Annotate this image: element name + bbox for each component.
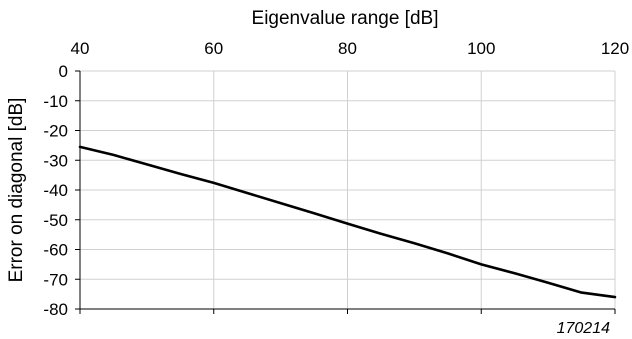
- y-tick-label: -50: [43, 211, 68, 230]
- grid-lines: [80, 70, 616, 309]
- tick-labels: 0 -10 -20 -30 -40 -50 -60 -70 -80 40 60 80 100 120: [43, 39, 629, 319]
- series-line: [78, 145, 617, 299]
- x-tick-label: 120: [601, 39, 629, 58]
- y-axis-title: Error on diagonal [dB]: [6, 98, 27, 283]
- y-tick-label: -80: [43, 300, 68, 319]
- y-tick-label: -30: [43, 151, 68, 170]
- x-tick-label: 100: [467, 39, 495, 58]
- y-tick-label: -20: [43, 122, 68, 141]
- x-axis-title: Eigenvalue range [dB]: [252, 8, 439, 29]
- y-tick-label: -60: [43, 241, 68, 260]
- data-series: [78, 145, 617, 299]
- x-tick-label: 80: [338, 39, 357, 58]
- y-tick-label: -40: [43, 181, 68, 200]
- y-tick-label: -10: [43, 92, 68, 111]
- x-tick-label: 60: [204, 39, 223, 58]
- figure-id-annotation: 170214: [557, 320, 610, 337]
- y-tick-label: 0: [59, 62, 68, 81]
- x-tick-label: 40: [71, 39, 90, 58]
- y-tick-label: -70: [43, 270, 68, 289]
- axes: [75, 70, 616, 314]
